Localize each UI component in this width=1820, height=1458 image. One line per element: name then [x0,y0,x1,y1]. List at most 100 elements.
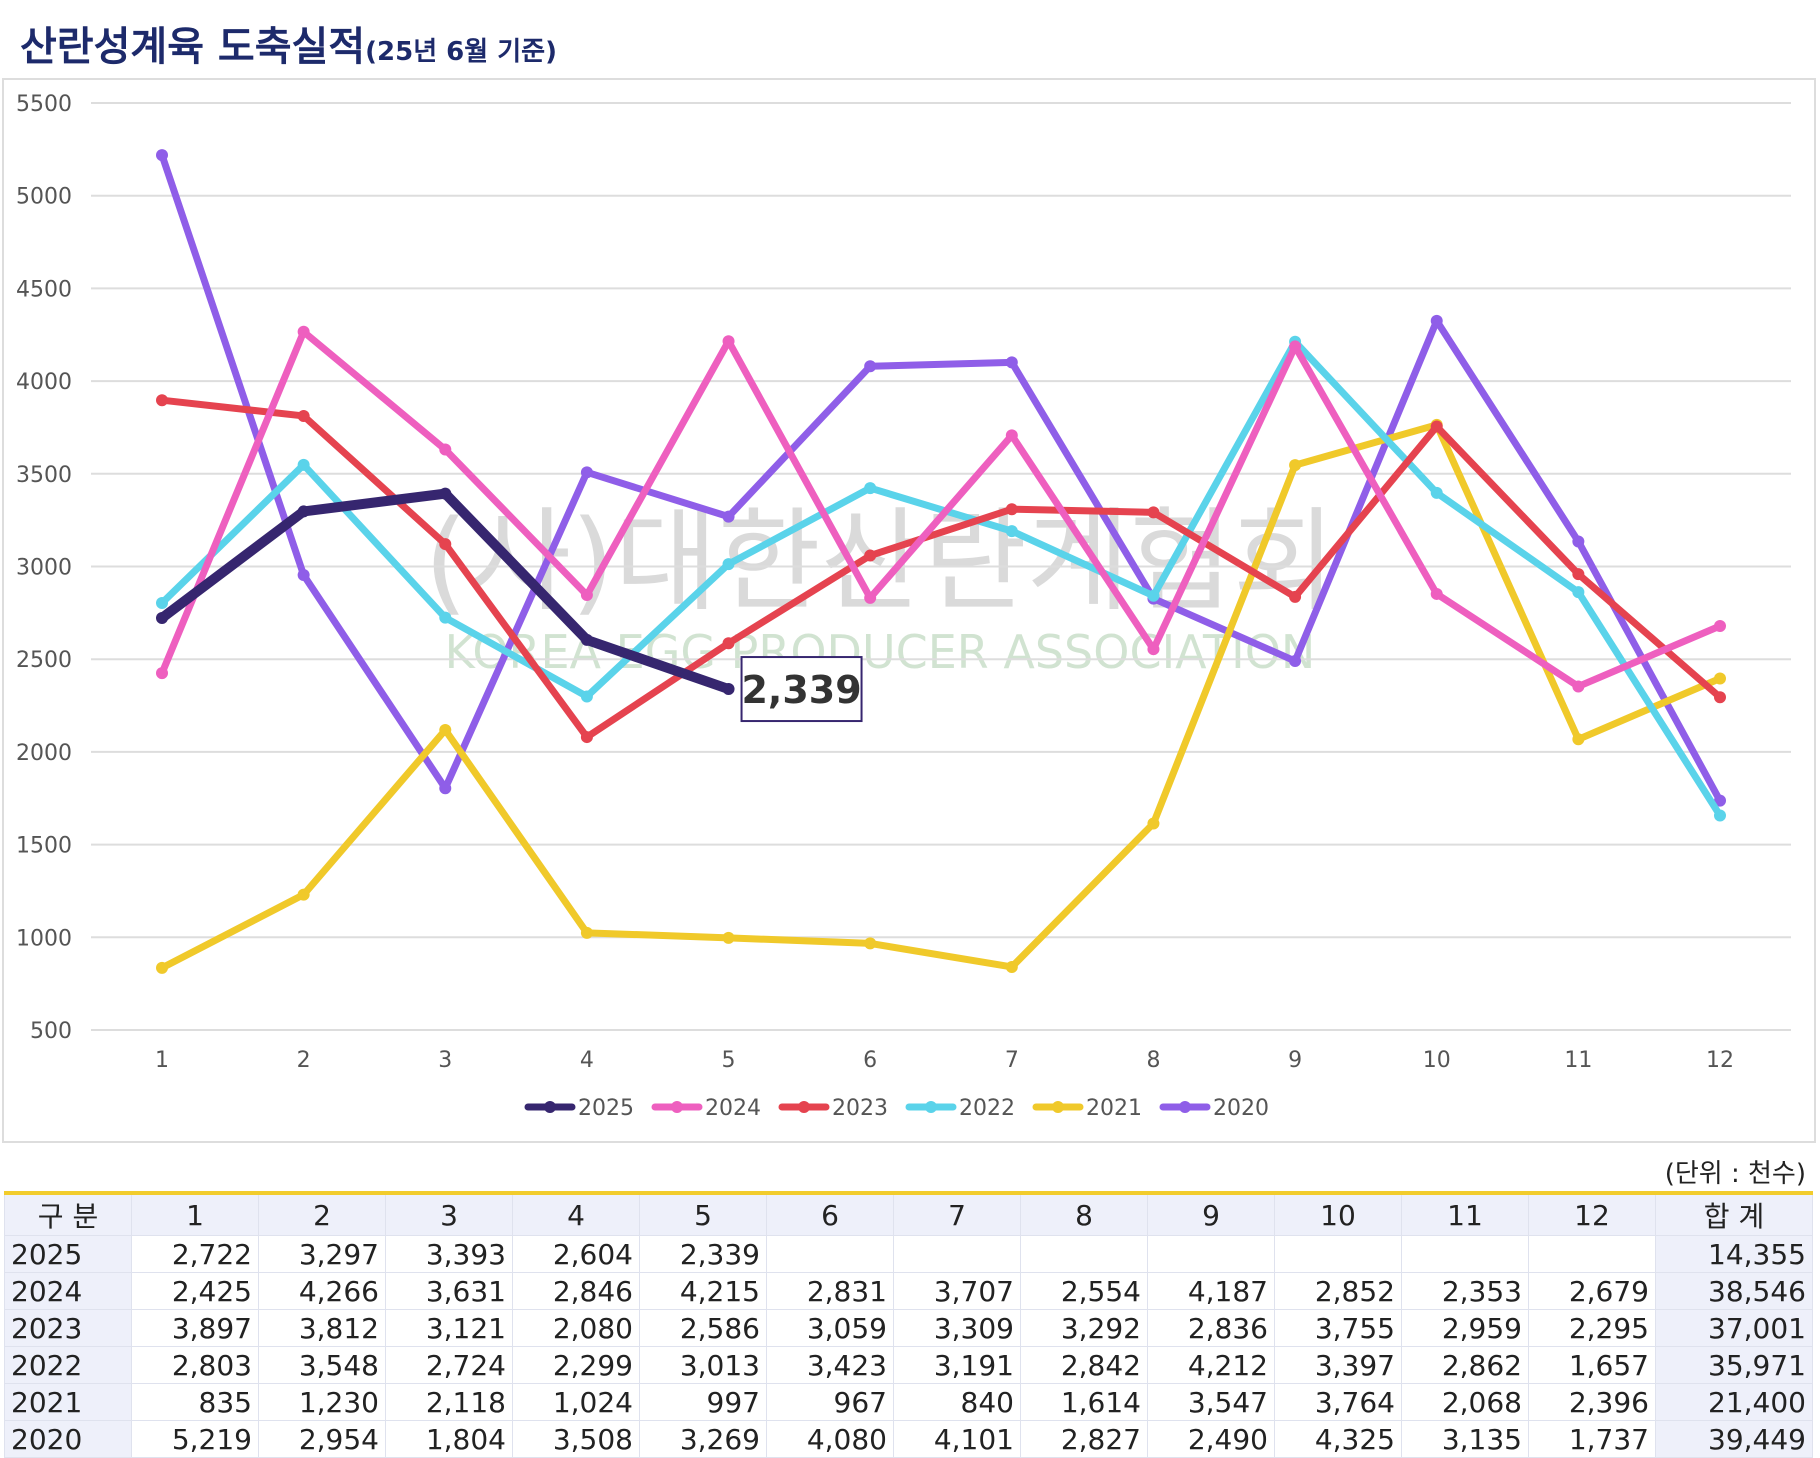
table-cell: 38,546 [1655,1272,1813,1310]
data-point [1005,960,1018,973]
legend-label: 2024 [705,1096,761,1121]
data-point [1430,587,1443,600]
header-cell: 7 [893,1192,1021,1236]
header-row: 구 분 1 2 3 4 5 6 7 8 9 10 11 12 합 계 [4,1192,1813,1236]
header-cell: 12 [1528,1192,1656,1236]
header-cell: 합 계 [1655,1192,1813,1236]
y-tick-label: 2500 [16,648,72,673]
table-cell: 4,187 [1147,1272,1275,1310]
table-cell: 2,295 [1528,1309,1656,1347]
data-point [1572,568,1585,581]
table-cell: 2,118 [385,1383,513,1421]
data-point [156,149,168,162]
data-point [1289,340,1302,353]
table-row: 2022 2,803 3,548 2,724 2,299 3,013 3,423 3,191 2… [4,1346,1813,1384]
legend-label: 2020 [1213,1096,1269,1121]
data-point [1005,503,1018,516]
table-cell: 2,954 [258,1420,386,1458]
watermark: (사)대한산란계협회 [424,497,1336,627]
table-cell: 3,269 [639,1420,767,1458]
y-tick-label: 1000 [16,926,72,951]
table-cell: 21,400 [1655,1383,1813,1421]
series-line [159,338,1723,818]
table-cell: 39,449 [1655,1420,1813,1458]
data-point [1147,506,1160,519]
x-tick-label: 9 [1288,1048,1302,1073]
series-line [161,396,1723,741]
table-cell: 2,803 [131,1346,259,1384]
table-row: 2024 2,425 4,266 3,631 2,846 4,215 2,831 3,707 2… [4,1272,1813,1310]
header-cell: 6 [766,1192,894,1236]
x-tick-label: 1 [155,1048,169,1073]
data-point [722,637,735,650]
table-cell: 3,508 [512,1420,640,1458]
data-point [580,633,593,646]
legend-dot [798,1101,810,1113]
data-table: 구 분 1 2 3 4 5 6 7 8 9 10 11 12 합 계 2025 2,722 3,297 3,393… [4,1191,1813,1458]
x-tick-label: 11 [1564,1048,1592,1073]
data-point [297,409,310,422]
table-cell: 2,554 [1020,1272,1148,1310]
data-point [297,505,310,518]
table-cell: 2,396 [1528,1383,1656,1421]
data-point [722,683,735,696]
table-cell: 2,490 [1147,1420,1275,1458]
header-cell: 5 [639,1192,767,1236]
table-cell: 3,121 [385,1309,513,1347]
table-cell: 2,842 [1020,1346,1148,1384]
header-cell: 4 [512,1192,640,1236]
data-point [439,611,452,624]
table-cell: 3,547 [1147,1383,1275,1421]
table-cell: 2024 [4,1272,132,1310]
table-cell: 2,827 [1020,1420,1148,1458]
data-point [1289,459,1302,472]
data-point [864,937,877,950]
table-cell: 2023 [4,1309,132,1347]
data-point [297,569,310,582]
data-point [580,926,593,939]
table-row: 2020 5,219 2,954 1,804 3,508 3,269 4,080 4,101 2… [4,1420,1813,1458]
table-cell: 4,325 [1274,1420,1402,1458]
table-cell: 1,230 [258,1383,386,1421]
watermark-sub: KOREA EGG PRODUCER ASSOCIATION [445,625,1316,679]
data-point [1289,655,1302,668]
table-cell [1528,1235,1656,1273]
table-cell: 2,604 [512,1235,640,1273]
table-cell: 2,959 [1401,1309,1529,1347]
table-cell: 3,191 [893,1346,1021,1384]
data-point [1714,809,1726,822]
data-point [1005,429,1018,442]
data-point [722,510,735,523]
table-cell: 3,135 [1401,1420,1529,1458]
table-cell: 1,024 [512,1383,640,1421]
data-point [580,589,593,602]
legend-label: 2021 [1086,1096,1142,1121]
table-cell: 4,266 [258,1272,386,1310]
series-line [158,328,1722,690]
legend-label: 2022 [959,1096,1015,1121]
data-point [439,487,452,500]
legend-dot [925,1101,937,1113]
data-point [1147,589,1160,602]
title-text: 산란성계육 도축실적 [20,24,366,70]
data-point [439,782,452,795]
value-label-box [740,656,863,723]
x-tick-label: 6 [863,1048,877,1073]
y-tick-label: 3500 [16,463,72,488]
data-point [722,931,735,944]
table-cell: 835 [131,1383,259,1421]
data-point [722,558,735,571]
data-point [1147,817,1160,830]
x-tick-label: 7 [1005,1048,1019,1073]
data-point [1430,314,1443,327]
table-cell: 1,804 [385,1420,513,1458]
x-tick-label: 4 [580,1048,594,1073]
legend-dot [1179,1101,1191,1113]
table-cell: 2025 [4,1235,132,1273]
data-point [1714,794,1726,807]
table-cell: 3,393 [385,1235,513,1273]
data-point [297,325,310,338]
table-cell: 3,397 [1274,1346,1402,1384]
table-cell: 2,852 [1274,1272,1402,1310]
